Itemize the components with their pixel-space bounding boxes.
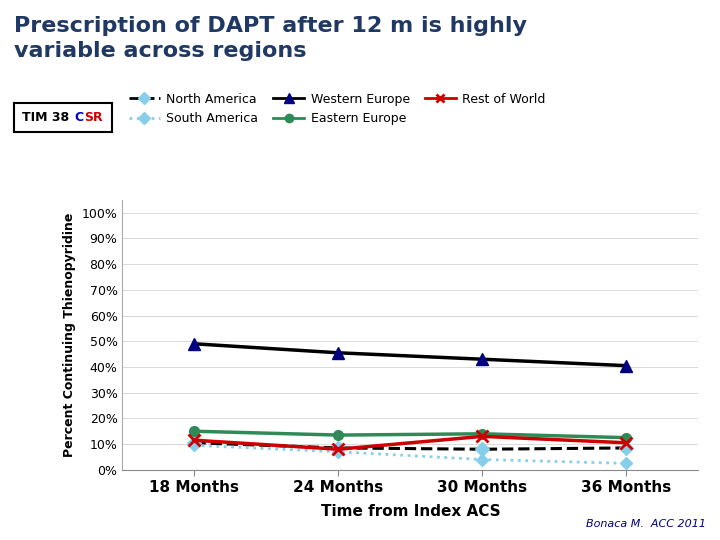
Text: C: C	[75, 111, 84, 124]
Text: SR: SR	[84, 111, 103, 124]
X-axis label: Time from Index ACS: Time from Index ACS	[320, 503, 500, 518]
Text: Prescription of DAPT after 12 m is highly
variable across regions: Prescription of DAPT after 12 m is highl…	[14, 16, 527, 61]
Y-axis label: Percent Continuing Thienopyridine: Percent Continuing Thienopyridine	[63, 213, 76, 457]
Text: TIM 38: TIM 38	[22, 111, 69, 124]
Text: Bonaca M.  ACC 2011: Bonaca M. ACC 2011	[585, 519, 706, 529]
Legend: North America, South America, Western Europe, Eastern Europe, Rest of World: North America, South America, Western Eu…	[129, 93, 546, 125]
